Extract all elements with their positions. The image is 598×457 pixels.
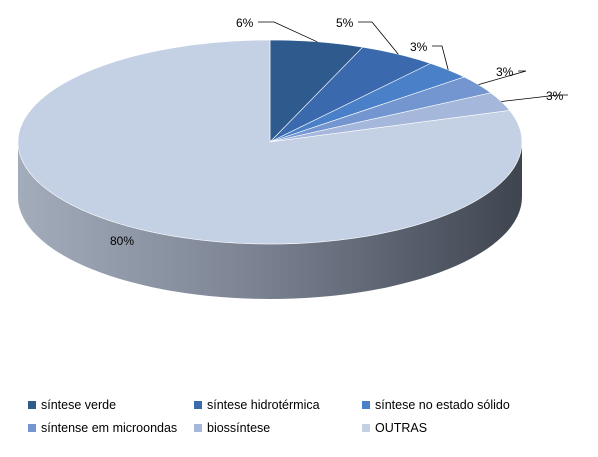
legend: síntese verde síntese hidrotérmica sínte… — [28, 398, 588, 435]
legend-item-sintese-verde: síntese verde — [28, 398, 194, 412]
legend-label: síntese no estado sólido — [375, 398, 510, 412]
legend-item-sintese-hidrotermica: síntese hidrotérmica — [194, 398, 362, 412]
legend-swatch — [362, 401, 370, 409]
legend-item-sintese-estado-solido: síntese no estado sólido — [362, 398, 562, 412]
leader-line-0 — [258, 21, 318, 43]
legend-label: síntese verde — [41, 398, 117, 412]
legend-swatch — [194, 424, 202, 432]
legend-label: síntense em microondas — [41, 421, 178, 435]
data-label-4: 3% — [546, 89, 564, 103]
legend-label: OUTRAS — [375, 421, 428, 435]
legend-item-outras: OUTRAS — [362, 421, 562, 435]
legend-swatch — [362, 424, 370, 432]
leader-line-3 — [478, 70, 527, 86]
data-label-3: 3% — [496, 65, 514, 79]
leader-line-4 — [501, 94, 568, 102]
data-label-5: 80% — [110, 234, 134, 248]
legend-swatch — [28, 401, 36, 409]
data-label-2: 3% — [410, 40, 428, 54]
legend-item-sintense-microondas: síntense em microondas — [28, 421, 194, 435]
pie-side-wall — [18, 142, 522, 299]
leader-line-1 — [358, 21, 399, 55]
legend-swatch — [28, 424, 36, 432]
data-label-1: 5% — [336, 16, 354, 30]
pie-slice-5 — [17, 39, 523, 245]
legend-item-biossintese: biossíntese — [194, 421, 362, 435]
leader-line-2 — [432, 45, 449, 70]
data-label-0: 6% — [236, 16, 254, 30]
legend-swatch — [194, 401, 202, 409]
legend-label: síntese hidrotérmica — [207, 398, 320, 412]
legend-label: biossíntese — [207, 421, 271, 435]
